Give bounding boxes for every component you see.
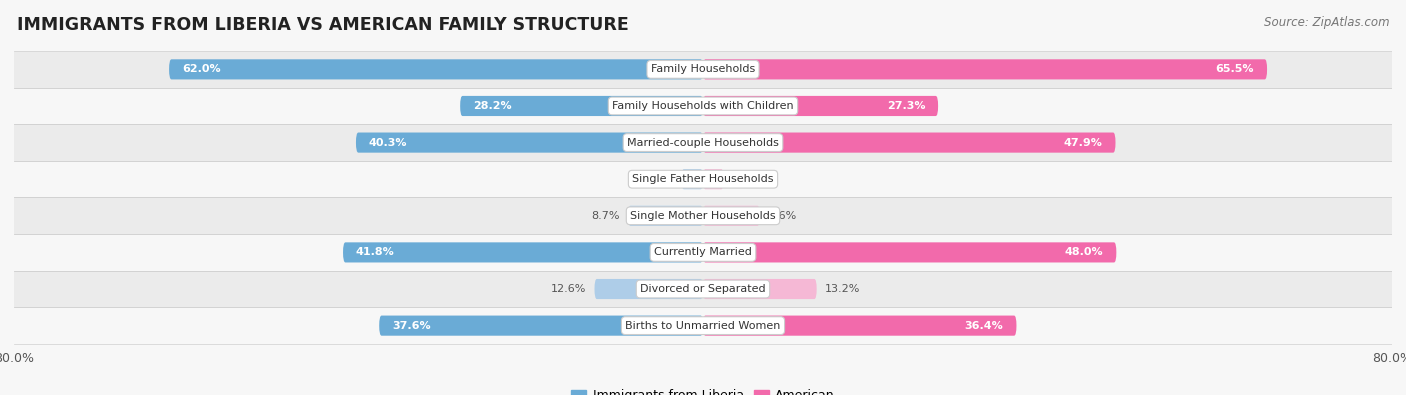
Text: Births to Unmarried Women: Births to Unmarried Women: [626, 321, 780, 331]
FancyBboxPatch shape: [703, 206, 759, 226]
Text: 8.7%: 8.7%: [591, 211, 620, 221]
Text: 28.2%: 28.2%: [472, 101, 512, 111]
Text: 2.5%: 2.5%: [644, 174, 673, 184]
FancyBboxPatch shape: [703, 132, 1115, 152]
Text: Family Households with Children: Family Households with Children: [612, 101, 794, 111]
Text: 36.4%: 36.4%: [965, 321, 1004, 331]
FancyBboxPatch shape: [380, 316, 703, 336]
Text: 27.3%: 27.3%: [887, 101, 925, 111]
Text: 62.0%: 62.0%: [181, 64, 221, 74]
FancyBboxPatch shape: [682, 169, 703, 189]
FancyBboxPatch shape: [169, 59, 703, 79]
FancyBboxPatch shape: [343, 243, 703, 263]
FancyBboxPatch shape: [703, 243, 1116, 263]
Text: Source: ZipAtlas.com: Source: ZipAtlas.com: [1264, 16, 1389, 29]
Text: 13.2%: 13.2%: [825, 284, 860, 294]
Text: 12.6%: 12.6%: [551, 284, 586, 294]
Text: IMMIGRANTS FROM LIBERIA VS AMERICAN FAMILY STRUCTURE: IMMIGRANTS FROM LIBERIA VS AMERICAN FAMI…: [17, 16, 628, 34]
Text: 2.4%: 2.4%: [733, 174, 761, 184]
Bar: [14, 51, 1392, 88]
FancyBboxPatch shape: [703, 59, 1267, 79]
Text: Single Mother Households: Single Mother Households: [630, 211, 776, 221]
Text: 40.3%: 40.3%: [368, 137, 408, 148]
FancyBboxPatch shape: [460, 96, 703, 116]
Bar: [14, 161, 1392, 198]
Text: 41.8%: 41.8%: [356, 247, 395, 258]
Text: Married-couple Households: Married-couple Households: [627, 137, 779, 148]
Text: 48.0%: 48.0%: [1064, 247, 1104, 258]
Bar: [14, 124, 1392, 161]
Bar: [14, 271, 1392, 307]
FancyBboxPatch shape: [703, 316, 1017, 336]
FancyBboxPatch shape: [703, 96, 938, 116]
Text: 47.9%: 47.9%: [1064, 137, 1102, 148]
Bar: [14, 234, 1392, 271]
Text: Currently Married: Currently Married: [654, 247, 752, 258]
Bar: [14, 307, 1392, 344]
FancyBboxPatch shape: [356, 132, 703, 152]
Text: Family Households: Family Households: [651, 64, 755, 74]
Bar: [14, 88, 1392, 124]
Text: Divorced or Separated: Divorced or Separated: [640, 284, 766, 294]
FancyBboxPatch shape: [628, 206, 703, 226]
Bar: [14, 198, 1392, 234]
Text: 37.6%: 37.6%: [392, 321, 430, 331]
Text: Single Father Households: Single Father Households: [633, 174, 773, 184]
Text: 6.6%: 6.6%: [769, 211, 797, 221]
Legend: Immigrants from Liberia, American: Immigrants from Liberia, American: [567, 384, 839, 395]
FancyBboxPatch shape: [595, 279, 703, 299]
Text: 65.5%: 65.5%: [1216, 64, 1254, 74]
FancyBboxPatch shape: [703, 279, 817, 299]
FancyBboxPatch shape: [703, 169, 724, 189]
